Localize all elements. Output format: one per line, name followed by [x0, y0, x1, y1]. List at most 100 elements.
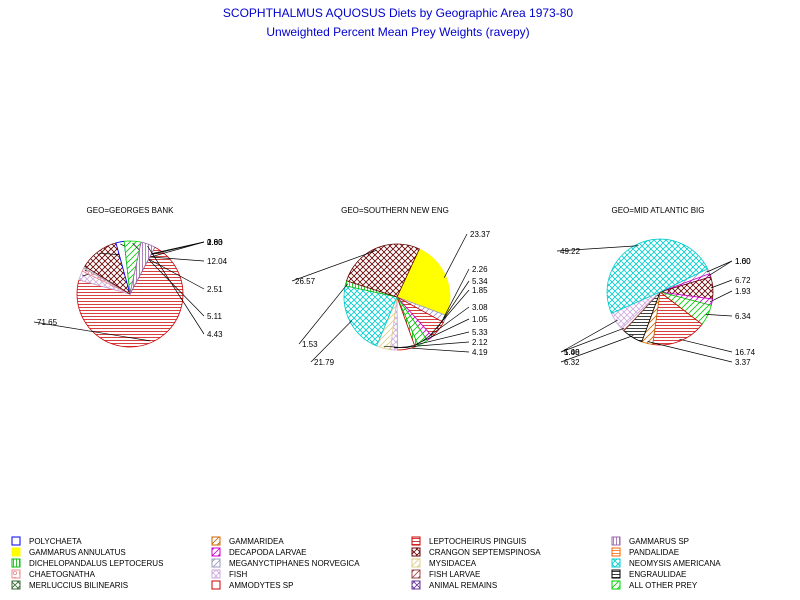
legend-item-chaetognatha: CHAETOGNATHA	[11, 569, 96, 579]
slice-value-label: 2.12	[472, 338, 488, 347]
legend-swatch	[611, 547, 621, 557]
pie-slice-leptocheirus-pinguis	[652, 291, 703, 346]
legend-item-ammodytes-sp: AMMODYTES SP	[211, 580, 293, 590]
pie-slice-leptocheirus-pinguis	[76, 246, 184, 348]
slice-value-label: 1.85	[472, 286, 488, 295]
legend-label: MEGANYCTIPHANES NORVEGICA	[229, 559, 360, 568]
legend-swatch	[11, 536, 21, 546]
slice-value-label: 1.00	[207, 238, 223, 247]
leader-line	[291, 249, 377, 282]
legend: POLYCHAETA GAMMARIDEA LEPTOCHEIRUS PINGUIS…	[11, 536, 721, 590]
legend-item-gammarus-annulatus: GAMMARUS ANNULATUS	[11, 547, 126, 557]
legend-item-leptocheirus-pinguis: LEPTOCHEIRUS PINGUIS	[411, 536, 526, 546]
slice-value-label: 6.72	[735, 276, 751, 285]
legend-item-engraulidae: ENGRAULIDAE	[611, 569, 686, 579]
legend-item-pandalidae: PANDALIDAE	[611, 547, 679, 557]
legend-label: PANDALIDAE	[629, 548, 679, 557]
legend-swatch	[11, 558, 21, 568]
legend-item-meganyctiphanes-norvegica: MEGANYCTIPHANES NORVEGICA	[211, 558, 360, 568]
legend-item-animal-remains: ANIMAL REMAINS	[411, 580, 497, 590]
legend-label: ENGRAULIDAE	[629, 570, 686, 579]
chart-title: SCOPHTHALMUS AQUOSUS Diets by Geographic…	[223, 6, 573, 20]
leader-line	[705, 314, 733, 317]
pie-geo-southern-new-eng: GEO=SOUTHERN NEW ENG 23.37 2.26 5.341.85 3.0…	[291, 206, 491, 367]
legend-swatch	[11, 547, 21, 557]
slice-value-label: 23.37	[470, 230, 491, 239]
slice-value-label: 2.26	[472, 265, 488, 274]
leader-line	[147, 245, 205, 335]
pie-charts: GEO=GEORGES BANK71.652.831.000.6012.042.…	[33, 206, 756, 367]
slice-value-label: 71.65	[37, 318, 58, 327]
legend-swatch	[411, 536, 421, 546]
leader-line	[679, 338, 733, 353]
legend-item-merluccius-bilinearis: MERLUCCIUS BILINEARIS	[11, 580, 128, 590]
legend-item-polychaeta: POLYCHAETA	[11, 536, 82, 546]
pie-slice-crangon-septemspinosa	[346, 243, 420, 298]
slice-value-label: 1.60	[735, 257, 751, 266]
legend-swatch	[611, 580, 621, 590]
pie-slice-gammarus-annulatus	[396, 248, 451, 317]
slice-value-label: 26.57	[295, 277, 316, 286]
slice-value-label: 1.53	[302, 340, 318, 349]
slice-value-label: 21.79	[314, 358, 335, 367]
legend-swatch	[211, 536, 221, 546]
legend-label: CHAETOGNATHA	[29, 570, 96, 579]
slice-value-label: 4.43	[207, 330, 223, 339]
legend-label: GAMMARUS ANNULATUS	[29, 548, 126, 557]
slice-value-label: 5.48	[564, 348, 580, 357]
legend-swatch	[211, 547, 221, 557]
slice-value-label: 2.51	[207, 285, 223, 294]
pie-geo-georges-bank: GEO=GEORGES BANK 71.65 2.831.000.60 12.04 2.…	[33, 206, 228, 348]
legend-label: NEOMYSIS AMERICANA	[629, 559, 721, 568]
legend-item-dichelopandalus-leptocerus: DICHELOPANDALUS LEPTOCERUS	[11, 558, 163, 568]
slice-value-label: 6.34	[735, 312, 751, 321]
pie-slice-gammarus-sp	[129, 241, 156, 295]
leader-line	[298, 283, 349, 345]
slice-value-label: 6.32	[564, 358, 580, 367]
pie-slice-neomysis-americana	[606, 238, 709, 314]
legend-item-gammarus-sp: GAMMARUS SP	[611, 536, 689, 546]
legend-item-all-other-prey: ALL OTHER PREY	[611, 580, 698, 590]
legend-item-neomysis-americana: NEOMYSIS AMERICANA	[611, 558, 721, 568]
slice-value-label: 5.11	[207, 312, 223, 321]
legend-swatch	[11, 569, 21, 579]
slice-value-label: 1.00	[735, 257, 751, 266]
legend-label: CRANGON SEPTEMSPINOSA	[429, 548, 541, 557]
legend-swatch	[211, 580, 221, 590]
legend-swatch	[611, 569, 621, 579]
leader-line	[560, 327, 625, 353]
slice-value-label: 49.22	[560, 247, 581, 256]
leader-line	[443, 233, 468, 278]
slice-value-label: 2.83	[207, 238, 223, 247]
legend-swatch	[211, 569, 221, 579]
legend-label: ANIMAL REMAINS	[429, 581, 497, 590]
slice-value-label: 1.05	[472, 315, 488, 324]
leader-line	[415, 318, 470, 345]
legend-label: DICHELOPANDALUS LEPTOCERUS	[29, 559, 163, 568]
leader-line	[709, 290, 733, 303]
pie-title: GEO=MID ATLANTIC BIG	[612, 206, 705, 215]
legend-label: GAMMARIDEA	[229, 537, 284, 546]
slice-value-label: 3.08	[472, 303, 488, 312]
legend-label: POLYCHAETA	[29, 537, 82, 546]
pie-title: GEO=GEORGES BANK	[87, 206, 175, 215]
slice-value-label: 1.00	[564, 348, 580, 357]
legend-item-fish: FISH	[211, 569, 247, 579]
legend-label: FISH	[229, 570, 247, 579]
leader-line	[560, 319, 618, 353]
legend-label: LEPTOCHEIRUS PINGUIS	[429, 537, 526, 546]
slice-value-label: 5.34	[472, 277, 488, 286]
legend-swatch	[611, 558, 621, 568]
legend-label: DECAPODA LARVAE	[229, 548, 307, 557]
leader-line	[99, 252, 205, 262]
legend-swatch	[411, 558, 421, 568]
leader-line	[405, 331, 470, 348]
slice-value-label: 5.33	[472, 328, 488, 337]
leader-line	[310, 320, 353, 363]
leader-line	[708, 260, 733, 277]
slice-value-label: 0.60	[207, 238, 223, 247]
slice-value-label: 16.74	[735, 348, 756, 357]
legend-item-gammaridea: GAMMARIDEA	[211, 536, 284, 546]
legend-swatch	[11, 580, 21, 590]
